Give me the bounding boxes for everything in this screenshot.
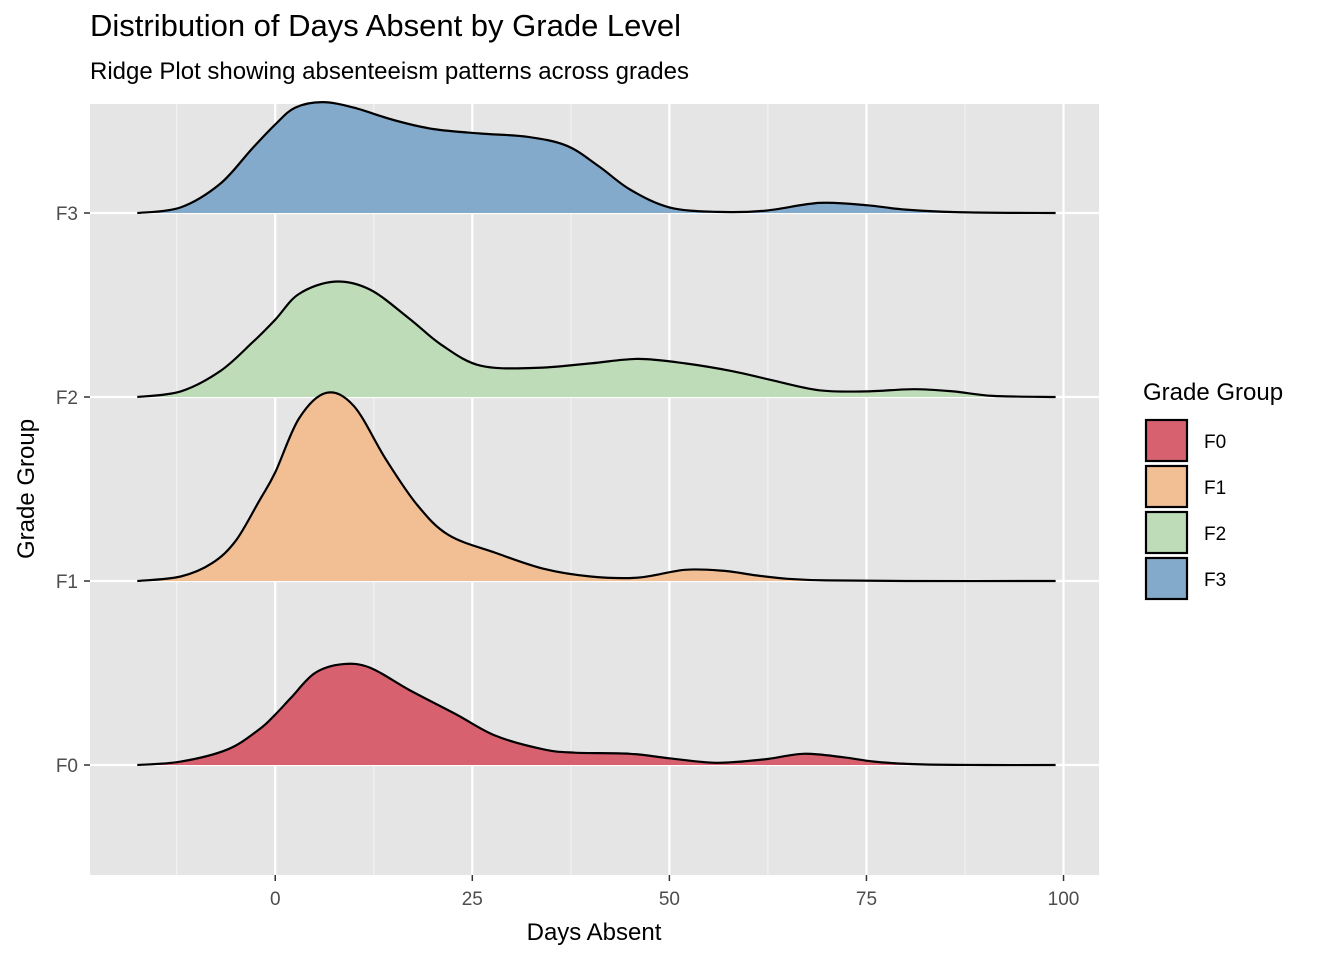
- y-tick-label: F0: [56, 756, 78, 777]
- ridge-fill-f2: [137, 281, 1056, 397]
- legend-key-f3: [1144, 556, 1189, 601]
- ridge-f3: [137, 100, 1056, 215]
- legend-item-f0: F0: [1144, 418, 1226, 463]
- chart-subtitle: Ridge Plot showing absenteeism patterns …: [90, 58, 689, 85]
- chart-title: Distribution of Days Absent by Grade Lev…: [90, 8, 682, 43]
- ridge-outline-f2: [137, 280, 1056, 399]
- legend-key-f1: [1144, 464, 1189, 509]
- ridge-f2: [137, 280, 1056, 399]
- legend-key-f0: [1144, 418, 1189, 463]
- y-tick-label: F3: [56, 204, 78, 225]
- ridge-outline-f1: [137, 391, 1056, 583]
- x-tick-label: 0: [270, 889, 281, 910]
- legend-item-f1: F1: [1144, 464, 1226, 509]
- legend-title: Grade Group: [1143, 379, 1283, 406]
- x-tick-label: 25: [462, 889, 483, 910]
- y-axis-title: Grade Group: [13, 419, 40, 559]
- ridge-fill-f3: [137, 102, 1056, 213]
- x-axis-title: Days Absent: [527, 919, 662, 946]
- x-tick-label: 50: [659, 889, 680, 910]
- ridge-f1: [137, 391, 1056, 583]
- y-tick-label: F2: [56, 388, 78, 409]
- legend-label-f0: F0: [1204, 432, 1226, 453]
- legend-label-f1: F1: [1204, 478, 1226, 499]
- x-tick-label: 75: [856, 889, 877, 910]
- legend: Grade Group F0 F1 F2 F3: [1143, 379, 1283, 601]
- legend-item-f3: F3: [1144, 556, 1226, 601]
- ridge-f0: [137, 662, 1056, 767]
- ridge-fill-f0: [137, 663, 1056, 766]
- legend-label-f2: F2: [1204, 524, 1226, 545]
- legend-label-f3: F3: [1204, 570, 1226, 591]
- ridge-outline-f0: [137, 662, 1056, 767]
- ridge-outline-f3: [137, 100, 1056, 215]
- y-tick-label: F1: [56, 572, 78, 593]
- x-tick-label: 100: [1048, 889, 1080, 910]
- ridge-fill-f1: [137, 392, 1056, 582]
- legend-key-f2: [1144, 510, 1189, 555]
- legend-item-f2: F2: [1144, 510, 1226, 555]
